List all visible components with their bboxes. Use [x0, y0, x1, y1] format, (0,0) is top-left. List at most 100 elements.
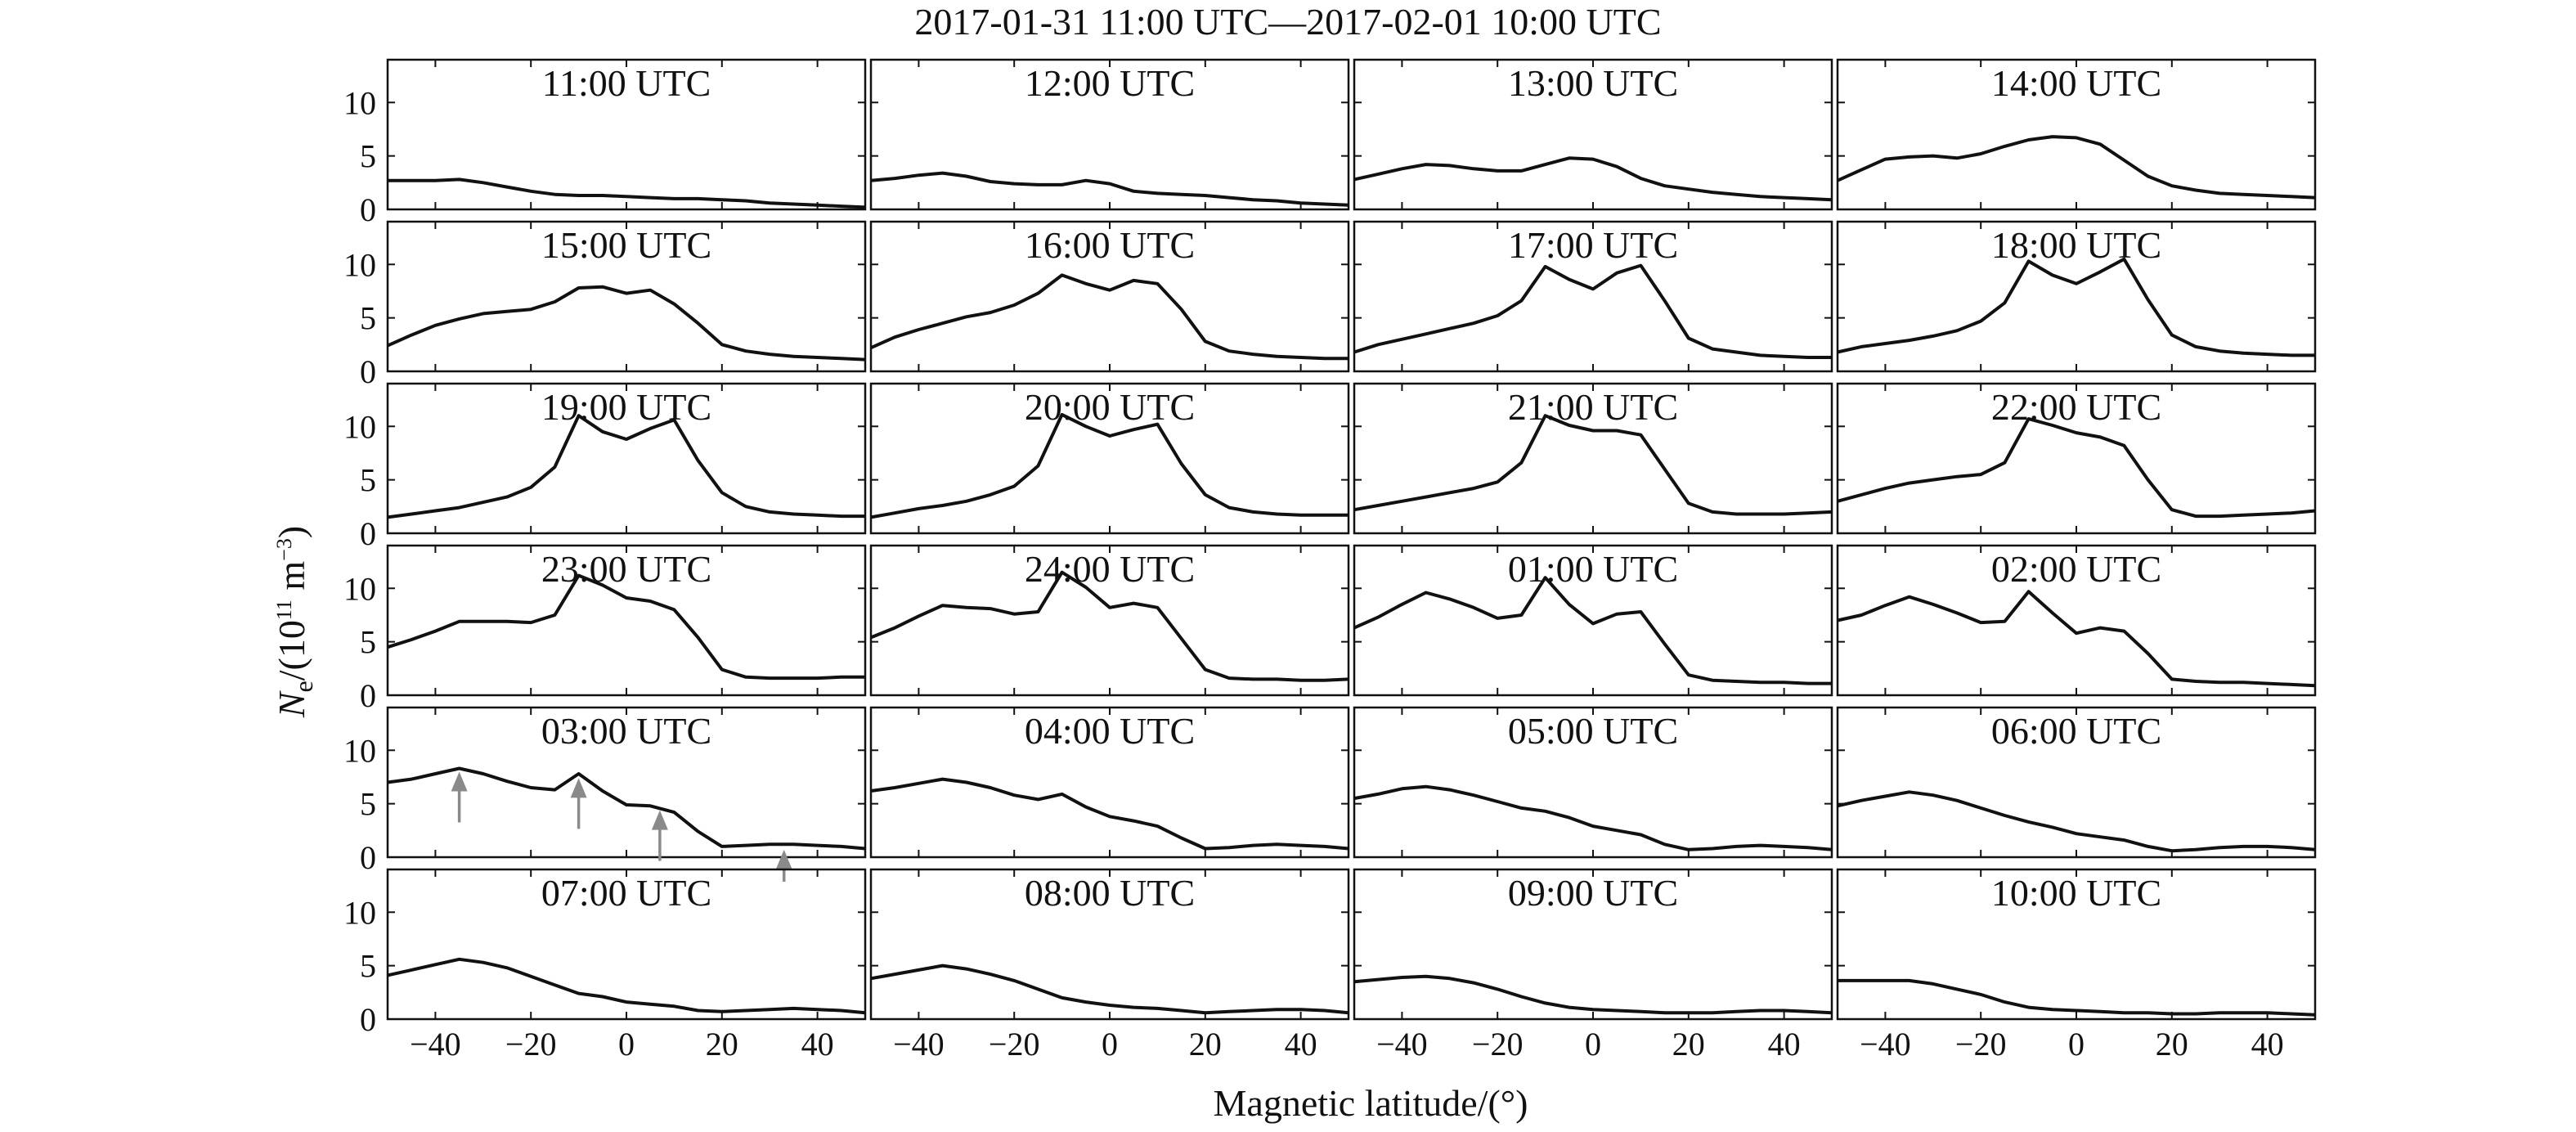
y-axis-title-rest3: ) — [271, 526, 312, 538]
annotation-arrow-head — [570, 778, 587, 798]
y-tick-label: 0 — [360, 1001, 376, 1038]
y-tick-label: 5 — [360, 462, 376, 499]
series-line — [1837, 590, 2316, 688]
panel-1000: −40 −20 0 20 40 10:00 UTC — [1836, 868, 2317, 1062]
figure-title: 2017-01-31 11:00 UTC—2017-02-01 10:00 UT… — [914, 1, 1661, 43]
y-tick-label: 5 — [360, 948, 376, 985]
y-tick-label: 0 — [360, 353, 376, 390]
x-tick-label: −20 — [1472, 1026, 1524, 1062]
series-line — [1353, 263, 1832, 359]
panel-title: 01:00 UTC — [1508, 548, 1678, 590]
x-tick-label: −20 — [989, 1026, 1040, 1062]
x-tick-label: 20 — [1672, 1026, 1705, 1062]
series-line — [387, 766, 866, 851]
y-tick-label: 0 — [360, 677, 376, 714]
series-line — [1838, 978, 2316, 1017]
panel-title: 11:00 UTC — [542, 62, 711, 104]
series-line — [1353, 576, 1832, 685]
panel-title: 09:00 UTC — [1508, 872, 1678, 914]
panel-title: 08:00 UTC — [1025, 872, 1195, 914]
x-tick-label: 40 — [1768, 1026, 1801, 1062]
panel-title: 03:00 UTC — [541, 710, 711, 752]
x-tick-label: 0 — [1585, 1026, 1601, 1062]
panel-1100: 0 5 10 11:00 UTC — [343, 58, 867, 228]
series-line — [1837, 135, 2316, 200]
panel-title: 07:00 UTC — [541, 872, 711, 914]
panel-0300: 0 5 10 03:00 UTC — [343, 706, 867, 882]
panel-title: 12:00 UTC — [1025, 62, 1195, 104]
y-tick-label: 10 — [343, 84, 376, 121]
y-axis-title-rest1: /(10 — [271, 620, 312, 681]
panel-1500: 0 5 10 15:00 UTC — [343, 220, 867, 390]
x-tick-label: 40 — [2251, 1026, 2284, 1062]
series-line — [1353, 414, 1833, 516]
panel-title: 19:00 UTC — [541, 386, 711, 428]
panel-2300: 0 5 10 23:00 UTC — [343, 544, 867, 714]
annotation-arrow-head — [651, 810, 668, 830]
x-tick-label: 40 — [1285, 1026, 1317, 1062]
panel-1300: 13:00 UTC — [1353, 58, 1833, 211]
panel-title: 16:00 UTC — [1025, 224, 1195, 266]
y-axis-title-rest2: m — [271, 561, 312, 600]
x-tick-label: 40 — [801, 1026, 834, 1062]
y-tick-label: 0 — [360, 191, 376, 228]
x-tick-label: 0 — [618, 1026, 635, 1062]
series-line — [870, 777, 1349, 851]
x-tick-label: 0 — [2068, 1026, 2085, 1062]
panel-title: 13:00 UTC — [1508, 62, 1678, 104]
y-tick-label: 10 — [343, 570, 376, 607]
panel-1800: 18:00 UTC — [1836, 220, 2317, 373]
annotation-arrow-head — [775, 849, 792, 869]
series-line — [870, 570, 1349, 682]
x-tick-label: 20 — [2156, 1026, 2188, 1062]
y-axis-title-sup2: −3 — [272, 538, 296, 561]
y-axis-title-base: N — [271, 690, 312, 718]
panel-title: 22:00 UTC — [1991, 386, 2161, 428]
y-axis-title: Ne/(1011 m−3) — [271, 526, 318, 718]
y-tick-label: 10 — [343, 894, 376, 931]
series-line — [1837, 790, 2316, 853]
series-line — [1353, 156, 1833, 202]
series-line — [387, 285, 866, 362]
panel-1600: 16:00 UTC — [869, 220, 1350, 373]
series-line — [1837, 257, 2315, 357]
panel-0700: 0 5 10 −40 −20 0 20 40 07:00 UTC — [343, 868, 867, 1062]
series-line — [1353, 784, 1833, 851]
panel-title: 04:00 UTC — [1025, 710, 1195, 752]
panel-title: 15:00 UTC — [541, 224, 711, 266]
panel-0200: 02:00 UTC — [1836, 544, 2317, 697]
panel-title: 14:00 UTC — [1991, 62, 2161, 104]
panel-title: 17:00 UTC — [1508, 224, 1678, 266]
panel-title: 18:00 UTC — [1991, 224, 2161, 266]
y-tick-label: 5 — [360, 786, 376, 823]
panels-grid: 0 5 10 11:00 UTC 12:00 UTC 13:00 UTC 14:00 UTC… — [343, 58, 2317, 1062]
panel-0600: 06:00 UTC — [1836, 706, 2317, 859]
x-tick-label: −40 — [410, 1026, 461, 1062]
y-tick-label: 10 — [343, 246, 376, 283]
panel-0900: −40 −20 0 20 40 09:00 UTC — [1353, 868, 1833, 1062]
series-line — [388, 177, 866, 209]
panel-title: 02:00 UTC — [1991, 548, 2161, 590]
y-tick-label: 5 — [360, 624, 376, 661]
series-line — [870, 412, 1349, 519]
panel-2200: 22:00 UTC — [1836, 382, 2317, 535]
panel-0400: 04:00 UTC — [869, 706, 1350, 859]
y-tick-label: 10 — [343, 732, 376, 769]
panel-title: 21:00 UTC — [1508, 386, 1678, 428]
panel-title: 06:00 UTC — [1991, 710, 2161, 752]
x-tick-label: 20 — [706, 1026, 738, 1062]
x-tick-label: −20 — [505, 1026, 557, 1062]
panel-title: 20:00 UTC — [1025, 386, 1195, 428]
panel-1700: 17:00 UTC — [1353, 220, 1833, 373]
x-tick-label: −20 — [1955, 1026, 2007, 1062]
panel-title: 10:00 UTC — [1991, 872, 2161, 914]
panel-title: 23:00 UTC — [541, 548, 711, 590]
y-tick-label: 0 — [360, 839, 376, 876]
y-tick-label: 5 — [360, 138, 376, 175]
panel-0800: −40 −20 0 20 40 08:00 UTC — [869, 868, 1350, 1062]
y-axis-title-sup1: 11 — [272, 600, 296, 620]
y-tick-label: 10 — [343, 408, 376, 445]
panel-title: 24:00 UTC — [1025, 548, 1195, 590]
series-line — [387, 414, 865, 519]
